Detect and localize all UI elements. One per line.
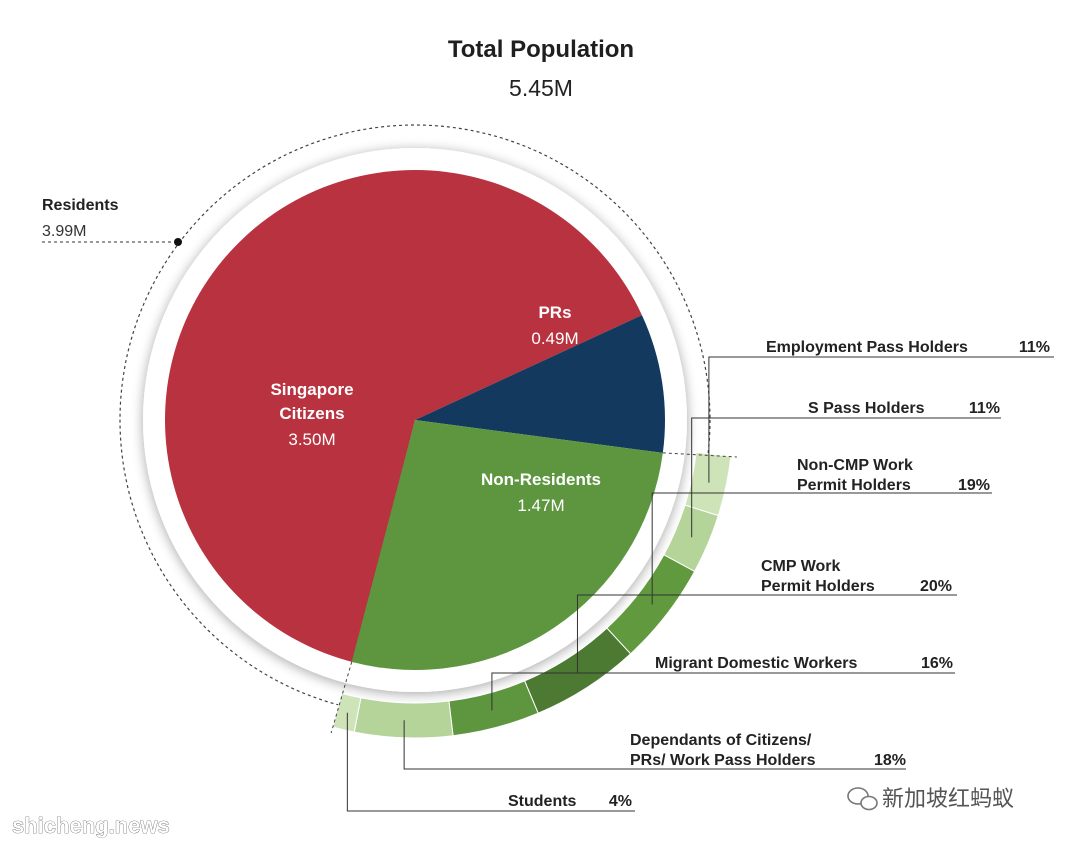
breakdown-label-line: CMP Work bbox=[761, 558, 841, 575]
breakdown-segment bbox=[448, 680, 539, 737]
breakdown-leader-line bbox=[708, 356, 1054, 483]
chart-title: Total Population bbox=[448, 36, 634, 63]
breakdown-percent: 19% bbox=[958, 477, 990, 494]
breakdown-leader-line bbox=[346, 712, 635, 812]
breakdown-label-line: Dependants of Citizens/ bbox=[630, 732, 812, 749]
slice-value: 1.47M bbox=[517, 496, 564, 515]
breakdown-label: S Pass Holders bbox=[808, 400, 925, 417]
breakdown-percent: 11% bbox=[969, 400, 1000, 417]
breakdown-leader-line bbox=[651, 492, 992, 605]
breakdown-label-line: Permit Holders bbox=[761, 578, 875, 595]
slice-singapore-citizens bbox=[164, 170, 642, 663]
residents-callout: Residents 3.99M bbox=[42, 197, 182, 246]
watermark-left: shicheng.news bbox=[12, 813, 170, 838]
breakdown-percent: 20% bbox=[920, 578, 952, 595]
breakdown-label: CMP Work Permit Holders bbox=[761, 558, 875, 595]
breakdown-label: Non-CMP Work Permit Holders bbox=[797, 457, 913, 494]
slice-value: 3.50M bbox=[288, 430, 335, 449]
breakdown-label-line: PRs/ Work Pass Holders bbox=[630, 752, 816, 769]
breakdown-leader-lines bbox=[346, 356, 1054, 812]
breakdown-labels: Employment Pass Holders 11% S Pass Holders… bbox=[508, 339, 1050, 810]
wechat-icon bbox=[847, 787, 878, 811]
breakdown-leader-line bbox=[691, 417, 1001, 538]
breakdown-percent: 4% bbox=[609, 793, 632, 810]
slice-value: 0.49M bbox=[531, 329, 578, 348]
ring-guide-top bbox=[662, 452, 737, 458]
breakdown-label: Migrant Domestic Workers bbox=[655, 655, 858, 672]
breakdown-label-line: Permit Holders bbox=[797, 477, 911, 494]
breakdown-leader-line bbox=[576, 594, 957, 673]
breakdown-percent: 11% bbox=[1019, 339, 1050, 356]
label-singapore-citizens: Singapore Citizens 3.50M bbox=[270, 380, 353, 449]
slice-name-line: PRs bbox=[538, 303, 571, 322]
slice-name-line: Citizens bbox=[279, 404, 344, 423]
breakdown-percent: 16% bbox=[921, 655, 953, 672]
breakdown-leader-line bbox=[491, 672, 955, 711]
breakdown-label-line: Migrant Domestic Workers bbox=[655, 655, 858, 672]
slice-name-line: Singapore bbox=[270, 380, 353, 399]
breakdown-label-line: Non-CMP Work bbox=[797, 457, 913, 474]
breakdown-label-line: Students bbox=[508, 793, 577, 810]
slice-name-line: Non-Residents bbox=[481, 470, 601, 489]
breakdown-label: Employment Pass Holders bbox=[766, 339, 968, 356]
breakdown-leader-line bbox=[403, 720, 906, 770]
label-non-residents: Non-Residents 1.47M bbox=[481, 470, 601, 515]
breakdown-label: Students bbox=[508, 793, 577, 810]
slice-labels: Singapore Citizens 3.50M PRs 0.49M Non-Reside… bbox=[270, 303, 601, 515]
ring-guide-bottom bbox=[330, 661, 353, 734]
label-prs: PRs 0.49M bbox=[531, 303, 578, 348]
chart-subtitle: 5.45M bbox=[509, 75, 573, 101]
breakdown-percent: 18% bbox=[874, 752, 906, 769]
residents-label: Residents bbox=[42, 197, 119, 214]
breakdown-label-line: S Pass Holders bbox=[808, 400, 925, 417]
slice-non-residents bbox=[351, 420, 663, 670]
pie-slices bbox=[164, 170, 665, 670]
residents-value: 3.99M bbox=[42, 223, 86, 240]
breakdown-label: Dependants of Citizens/PRs/ Work Pass Ho… bbox=[630, 732, 816, 769]
watermark-right: 新加坡红蚂蚁 bbox=[882, 786, 1014, 811]
slice-prs bbox=[415, 315, 665, 453]
breakdown-label-line: Employment Pass Holders bbox=[766, 339, 968, 356]
residents-leader-dot bbox=[174, 238, 182, 246]
